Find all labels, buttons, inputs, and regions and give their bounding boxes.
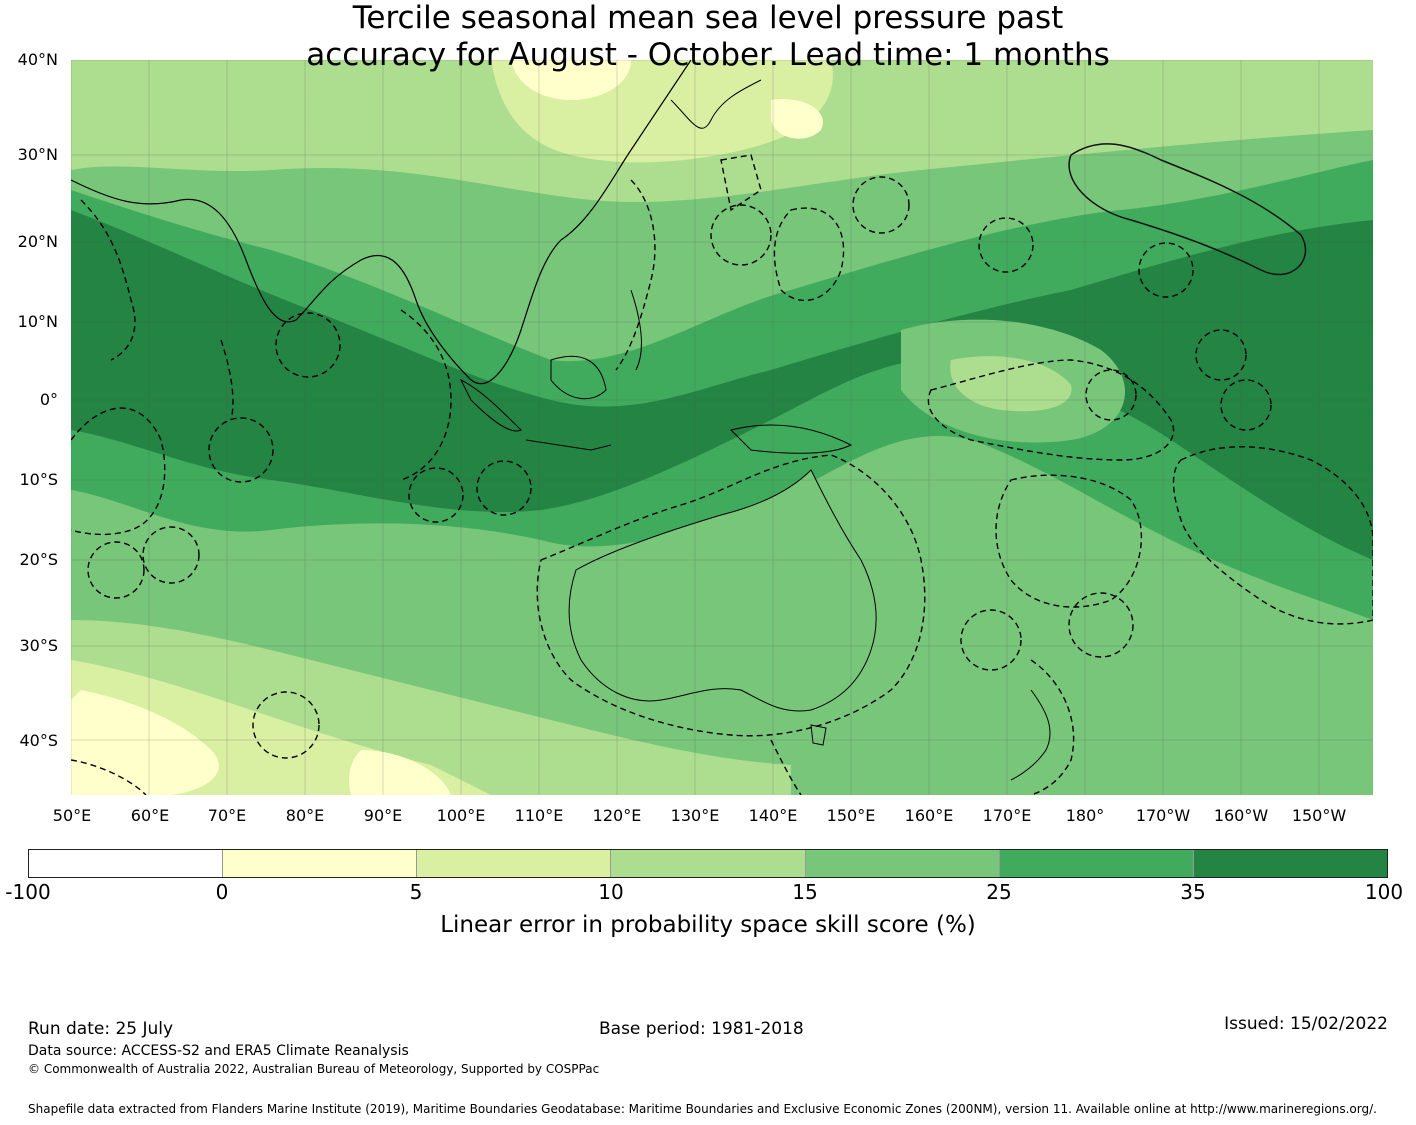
japan-coastline bbox=[670, 79, 762, 129]
colorbar-tick: 100 bbox=[1364, 880, 1404, 904]
graticule bbox=[71, 60, 1373, 795]
colorbar-segment bbox=[805, 850, 1000, 877]
new-guinea-coast bbox=[730, 424, 853, 454]
lat-label-equator: 0° bbox=[39, 390, 58, 409]
title-line-1: Tercile seasonal mean sea level pressure… bbox=[352, 0, 1064, 36]
australia-landmass bbox=[568, 469, 877, 712]
colorbar bbox=[28, 849, 1388, 878]
lat-label-10n: 10°N bbox=[17, 312, 58, 331]
run-date: Run date: 25 July bbox=[28, 1019, 174, 1039]
lon-label-80e: 80°E bbox=[285, 806, 325, 825]
lat-label-20s: 20°S bbox=[19, 550, 58, 569]
lon-label-130e: 130°E bbox=[670, 806, 720, 825]
lon-label-170w: 170°W bbox=[1135, 806, 1191, 825]
skill-field-pacific-light bbox=[950, 356, 1072, 412]
colorbar-segment bbox=[417, 850, 612, 877]
skill-field-asia-lowest bbox=[511, 60, 631, 100]
colorbar-tick: 5 bbox=[409, 880, 423, 904]
lon-label-110e: 110°E bbox=[514, 806, 564, 825]
lon-label-170e: 170°E bbox=[982, 806, 1032, 825]
eez-boundaries bbox=[71, 154, 1373, 795]
asia-coastline bbox=[71, 60, 692, 385]
colorbar-tick: 25 bbox=[986, 880, 1012, 904]
base-period: Base period: 1981-2018 bbox=[599, 1019, 804, 1039]
colorbar-label: Linear error in probability space skill … bbox=[440, 912, 976, 938]
issued-date: Issued: 15/02/2022 bbox=[1224, 1014, 1388, 1034]
java-coast bbox=[525, 439, 612, 451]
skill-map bbox=[71, 60, 1373, 795]
lon-label-120e: 120°E bbox=[592, 806, 642, 825]
lon-label-60e: 60°E bbox=[130, 806, 170, 825]
skill-field-core bbox=[71, 210, 1373, 560]
colorbar-segment bbox=[999, 850, 1194, 877]
lon-label-180: 180° bbox=[1065, 806, 1105, 825]
colorbar-tick: -100 bbox=[5, 880, 51, 904]
data-source: Data source: ACCESS-S2 and ERA5 Climate … bbox=[28, 1043, 409, 1059]
colorbar-segment bbox=[223, 850, 418, 877]
shapefile-credit: Shapefile data extracted from Flanders M… bbox=[28, 1102, 1377, 1116]
lon-label-90e: 90°E bbox=[363, 806, 403, 825]
colorbar-segment bbox=[29, 850, 224, 877]
colorbar-tick: 10 bbox=[598, 880, 624, 904]
colorbar-segment bbox=[1193, 850, 1387, 877]
lat-label-10s: 10°S bbox=[19, 470, 58, 489]
lon-label-150e: 150°E bbox=[826, 806, 876, 825]
lon-label-50e: 50°E bbox=[52, 806, 92, 825]
lon-label-140e: 140°E bbox=[748, 806, 798, 825]
philippines-coast bbox=[630, 289, 642, 371]
tasmania-landmass bbox=[810, 724, 827, 746]
colorbar-tick: 35 bbox=[1180, 880, 1206, 904]
lon-label-150w: 150°W bbox=[1291, 806, 1347, 825]
lon-label-160w: 160°W bbox=[1213, 806, 1269, 825]
title-line-2: accuracy for August - October. Lead time… bbox=[306, 37, 1110, 73]
colorbar-segment bbox=[611, 850, 806, 877]
colorbar-tick: 15 bbox=[792, 880, 818, 904]
sumatra-coast bbox=[459, 378, 522, 432]
lon-label-100e: 100°E bbox=[436, 806, 486, 825]
lat-label-30n: 30°N bbox=[17, 145, 58, 164]
copyright-notice: © Commonwealth of Australia 2022, Austra… bbox=[28, 1062, 600, 1076]
lon-label-160e: 160°E bbox=[904, 806, 954, 825]
map-title: Tercile seasonal mean sea level pressure… bbox=[0, 0, 1416, 74]
lat-label-30s: 30°S bbox=[19, 636, 58, 655]
hawaii-eez-boundary bbox=[1068, 143, 1307, 276]
lat-label-40s: 40°S bbox=[19, 731, 58, 750]
lat-label-20n: 20°N bbox=[17, 232, 58, 251]
new-zealand-coast bbox=[1010, 689, 1051, 781]
lon-label-70e: 70°E bbox=[207, 806, 247, 825]
skill-field-japan-low bbox=[771, 99, 823, 139]
skill-map-canvas bbox=[71, 60, 1373, 795]
borneo-coast bbox=[550, 355, 607, 400]
lat-label-40n: 40°N bbox=[17, 50, 58, 69]
colorbar-tick: 0 bbox=[215, 880, 229, 904]
skill-field-south-lowest-2 bbox=[349, 750, 451, 795]
skill-field-south-lowest bbox=[71, 690, 219, 795]
